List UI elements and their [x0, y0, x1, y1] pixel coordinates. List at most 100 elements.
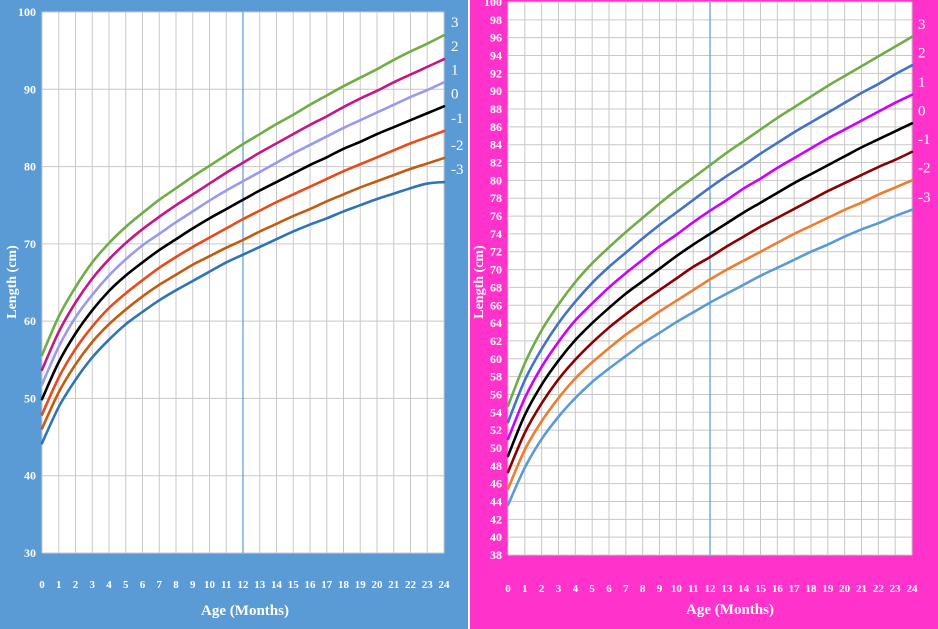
right-y-axis-label: Length (cm)	[472, 245, 487, 319]
zscore-label: 0	[451, 86, 459, 102]
y-tick-label: 82	[490, 156, 502, 170]
x-tick-label: 13	[721, 583, 733, 595]
x-tick-label: 12	[705, 583, 717, 595]
x-tick-label: 21	[856, 583, 867, 595]
x-tick-label: 13	[254, 579, 266, 591]
x-tick-label: 11	[221, 579, 231, 591]
series-line-z-3	[40, 180, 446, 445]
x-tick-label: 3	[90, 579, 96, 591]
x-tick-label: 19	[822, 583, 834, 595]
series-line-z-3	[506, 208, 914, 507]
left-grid	[41, 11, 445, 554]
y-tick-label: 96	[490, 31, 502, 45]
x-tick-label: 0	[39, 579, 45, 591]
x-tick-label: 14	[271, 579, 283, 591]
x-tick-label: 18	[806, 583, 818, 595]
y-tick-label: 84	[490, 138, 502, 152]
right-series	[506, 35, 914, 507]
series-line-z1	[506, 93, 914, 441]
series-line-z0	[506, 122, 914, 458]
y-tick-label: 50	[24, 391, 36, 405]
y-tick-label: 94	[490, 49, 502, 63]
y-tick-label: 62	[490, 334, 502, 348]
series-line-z-2	[40, 156, 446, 430]
x-tick-label: 2	[539, 583, 545, 595]
x-tick-label: 5	[589, 583, 595, 595]
y-tick-label: 64	[490, 316, 502, 330]
x-tick-label: 23	[422, 579, 434, 591]
panel-divider	[468, 0, 470, 629]
x-tick-label: 15	[755, 583, 767, 595]
x-tick-label: 14	[738, 583, 750, 595]
zscore-label: -3	[918, 190, 931, 206]
left-x-ticks: 0 1 2 3 4 5 6 7 8 9 10 11 12 13 14 15 16 17 18 19 20 21 22 23 24	[39, 579, 450, 591]
x-tick-label: 20	[372, 579, 384, 591]
x-tick-label: 7	[157, 579, 163, 591]
y-tick-label: 74	[490, 227, 502, 241]
zscore-label: 1	[451, 62, 459, 78]
series-line-z1	[40, 81, 446, 386]
zscore-label: -1	[918, 132, 931, 148]
y-tick-label: 100	[484, 0, 502, 9]
x-tick-label: 8	[173, 579, 179, 591]
y-tick-label: 54	[490, 405, 502, 419]
x-tick-label: 6	[140, 579, 146, 591]
series-line-z3	[506, 35, 914, 408]
y-tick-label: 80	[24, 160, 36, 174]
x-tick-label: 18	[338, 579, 350, 591]
zscore-label: -2	[451, 138, 464, 154]
x-tick-label: 17	[789, 583, 801, 595]
y-tick-label: 90	[24, 82, 36, 96]
zscore-label: 1	[918, 75, 926, 91]
y-tick-label: 92	[490, 66, 502, 80]
y-tick-label: 90	[490, 84, 502, 98]
y-tick-label: 30	[24, 546, 36, 560]
x-tick-label: 22	[405, 579, 417, 591]
x-tick-label: 24	[907, 583, 919, 595]
x-tick-label: 4	[573, 583, 579, 595]
series-line-z0	[40, 104, 446, 401]
right-zscore-labels: 3 2 1 0 -1 -2 -3	[918, 17, 931, 206]
y-tick-label: 68	[490, 280, 502, 294]
zscore-label: -1	[451, 111, 464, 127]
y-tick-label: 66	[490, 298, 502, 312]
x-tick-label: 0	[505, 583, 511, 595]
right-x-ticks: 0 1 2 3 4 5 6 7 8 9 10 11 12 13 14 15 16 17 18 19 20 21 22 23 24	[505, 583, 918, 595]
zscore-label: -3	[451, 162, 464, 178]
zscore-label: 0	[918, 103, 926, 119]
y-tick-label: 60	[490, 352, 502, 366]
right-y-ticks: 38 40 42 44 46 48 50 52 54 56 58 60 62 64 66 68 70 72 74 76…	[484, 0, 502, 562]
y-tick-label: 38	[490, 548, 502, 562]
y-tick-label: 44	[490, 494, 502, 508]
x-tick-label: 23	[890, 583, 902, 595]
x-tick-label: 6	[606, 583, 612, 595]
y-tick-label: 56	[490, 387, 502, 401]
zscore-label: 2	[918, 45, 926, 61]
y-tick-label: 48	[490, 459, 502, 473]
y-tick-label: 76	[490, 209, 502, 223]
y-tick-label: 70	[490, 263, 502, 277]
y-tick-label: 58	[490, 370, 502, 384]
y-tick-label: 70	[24, 237, 36, 251]
x-tick-label: 1	[522, 583, 528, 595]
left-series	[40, 33, 446, 445]
y-tick-label: 46	[490, 477, 502, 491]
y-tick-label: 60	[24, 314, 36, 328]
y-tick-label: 98	[490, 13, 502, 27]
series-line-z-1	[506, 150, 914, 474]
zscore-label: 2	[451, 39, 459, 55]
y-tick-label: 86	[490, 120, 502, 134]
x-tick-label: 17	[321, 579, 333, 591]
x-tick-label: 2	[73, 579, 79, 591]
x-tick-label: 16	[305, 579, 317, 591]
left-y-axis-label: Length (cm)	[5, 245, 20, 319]
zscore-label: 3	[451, 15, 459, 31]
series-line-z3	[40, 33, 446, 357]
x-tick-label: 21	[388, 579, 399, 591]
x-tick-label: 22	[873, 583, 885, 595]
x-tick-label: 24	[439, 579, 451, 591]
y-tick-label: 80	[490, 173, 502, 187]
x-tick-label: 11	[688, 583, 698, 595]
y-tick-label: 50	[490, 441, 502, 455]
